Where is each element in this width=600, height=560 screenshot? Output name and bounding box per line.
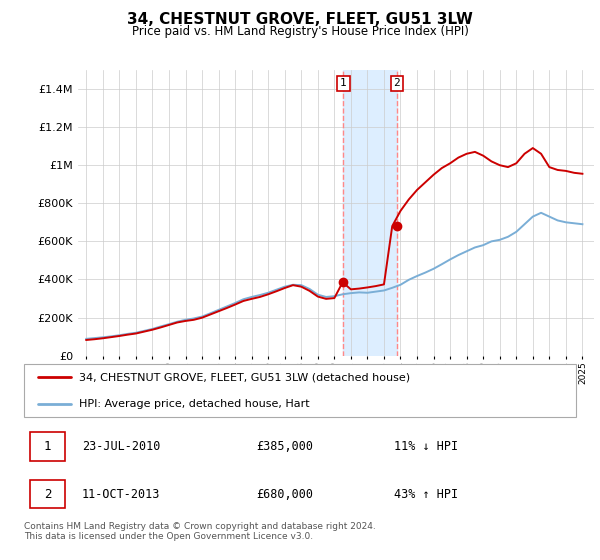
Text: 11-OCT-2013: 11-OCT-2013 xyxy=(82,488,160,501)
Text: Contains HM Land Registry data © Crown copyright and database right 2024.
This d: Contains HM Land Registry data © Crown c… xyxy=(24,522,376,542)
Text: 43% ↑ HPI: 43% ↑ HPI xyxy=(394,488,458,501)
Text: HPI: Average price, detached house, Hart: HPI: Average price, detached house, Hart xyxy=(79,399,310,409)
Text: 1: 1 xyxy=(340,78,347,88)
Text: Price paid vs. HM Land Registry's House Price Index (HPI): Price paid vs. HM Land Registry's House … xyxy=(131,25,469,38)
Text: 23-JUL-2010: 23-JUL-2010 xyxy=(82,440,160,453)
Text: £680,000: £680,000 xyxy=(256,488,313,501)
Text: 2: 2 xyxy=(44,488,51,501)
Text: 34, CHESTNUT GROVE, FLEET, GU51 3LW: 34, CHESTNUT GROVE, FLEET, GU51 3LW xyxy=(127,12,473,27)
Text: 34, CHESTNUT GROVE, FLEET, GU51 3LW (detached house): 34, CHESTNUT GROVE, FLEET, GU51 3LW (det… xyxy=(79,372,410,382)
Text: 2: 2 xyxy=(394,78,400,88)
FancyBboxPatch shape xyxy=(29,432,65,461)
Bar xyxy=(343,70,397,356)
FancyBboxPatch shape xyxy=(29,480,65,508)
FancyBboxPatch shape xyxy=(24,364,576,417)
Text: 1: 1 xyxy=(44,440,51,453)
Text: 11% ↓ HPI: 11% ↓ HPI xyxy=(394,440,458,453)
Text: £385,000: £385,000 xyxy=(256,440,313,453)
